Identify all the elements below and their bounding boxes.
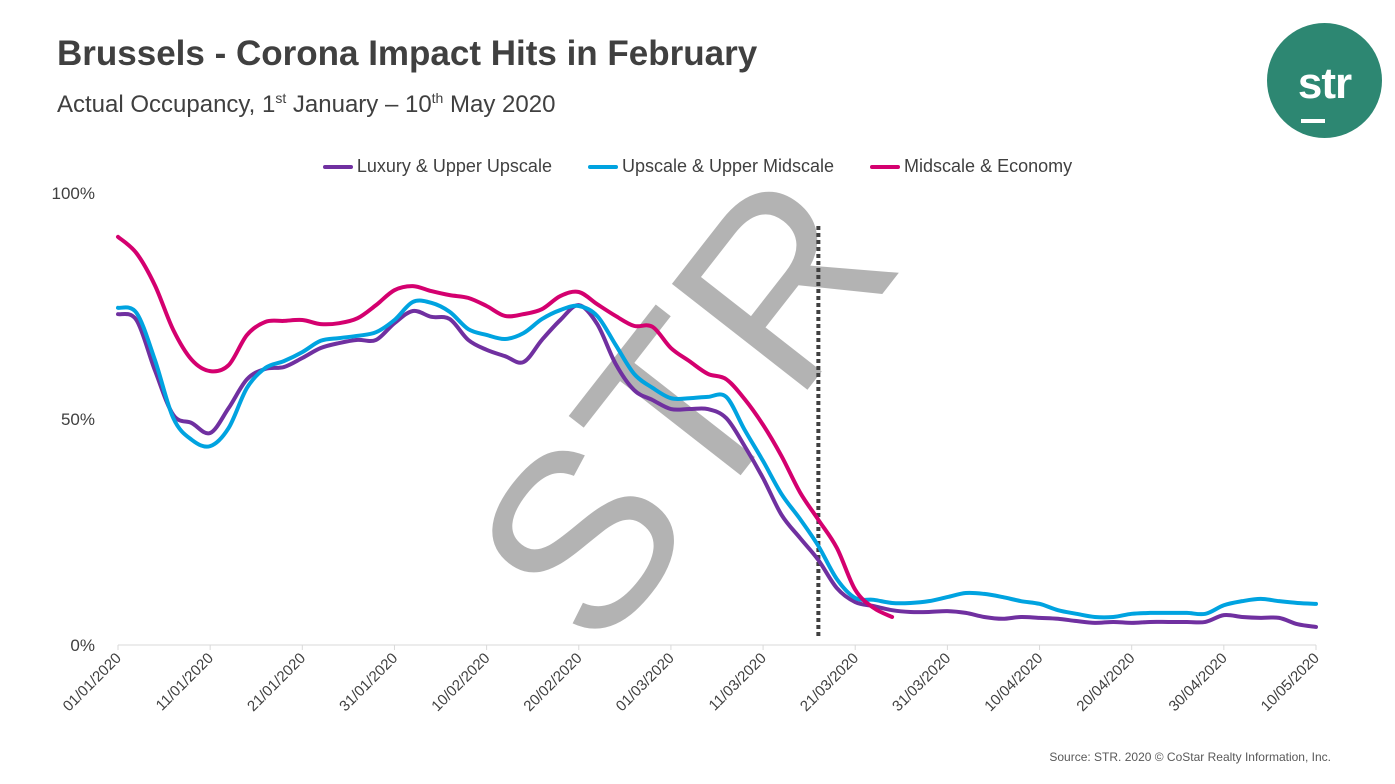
series-line-0	[116, 303, 1318, 629]
legend-item: Upscale & Upper Midscale	[587, 156, 835, 177]
y-tick-label: 0%	[70, 636, 95, 655]
y-tick-label: 100%	[52, 184, 95, 203]
x-tick-label: 21/03/2020	[797, 650, 862, 715]
series-line-2	[116, 234, 895, 619]
x-tick-label: 10/04/2020	[981, 650, 1046, 715]
x-tick-label: 01/01/2020	[60, 650, 125, 715]
subtitle-sup: st	[275, 90, 287, 106]
legend-swatch	[322, 164, 353, 169]
subtitle-text: May 2020	[443, 91, 556, 118]
x-tick-label: 21/01/2020	[244, 650, 309, 715]
legend-label: Upscale & Upper Midscale	[621, 156, 835, 176]
chart-legend: Luxury & Upper Upscale Upscale & Upper M…	[0, 156, 1395, 177]
legend-swatch	[587, 164, 618, 169]
legend-label: Luxury & Upper Upscale	[356, 156, 552, 176]
str-logo: str	[1267, 23, 1382, 138]
x-tick-label: 31/01/2020	[336, 650, 401, 715]
x-tick-label: 10/02/2020	[428, 650, 493, 715]
page-title: Brussels - Corona Impact Hits in Februar…	[57, 34, 758, 73]
legend-label: Midscale & Economy	[904, 156, 1073, 176]
y-tick-label: 50%	[61, 410, 95, 429]
legend-item: Midscale & Economy	[870, 156, 1072, 177]
subtitle-text: Actual Occupancy, 1	[57, 91, 276, 118]
x-tick-label: 11/01/2020	[153, 650, 217, 714]
page-subtitle: Actual Occupancy, 1st January – 10th May…	[57, 90, 555, 119]
x-tick-label: 30/04/2020	[1166, 650, 1231, 715]
x-tick-label: 31/03/2020	[889, 650, 954, 715]
x-tick-label: 20/04/2020	[1073, 650, 1138, 715]
x-tick-label: 10/05/2020	[1258, 650, 1323, 715]
source-note: Source: STR. 2020 © CoStar Realty Inform…	[1049, 750, 1331, 764]
subtitle-sup: th	[431, 90, 444, 106]
subtitle-text: January – 10	[286, 91, 432, 118]
legend-swatch	[870, 164, 901, 169]
logo-text: str	[1297, 59, 1352, 108]
series-line-1	[116, 298, 1318, 620]
x-tick-label: 11/03/2020	[706, 650, 770, 714]
x-tick-label: 20/02/2020	[520, 650, 585, 715]
legend-item: Luxury & Upper Upscale	[322, 156, 552, 177]
